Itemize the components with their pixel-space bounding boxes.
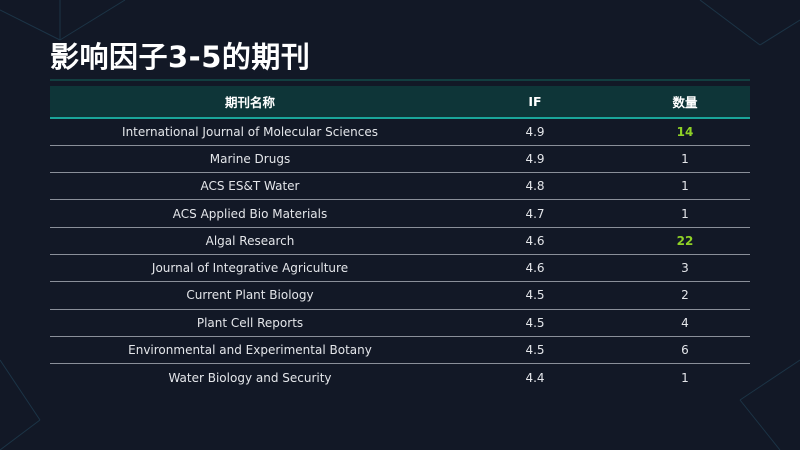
table-row: Current Plant Biology 4.5 2 <box>50 281 750 310</box>
journal-name-cell: Algal Research <box>50 227 450 255</box>
count-cell: 1 <box>681 370 689 385</box>
if-cell: 4.9 <box>450 118 620 146</box>
table-row: Algal Research 4.6 22 <box>50 227 750 255</box>
count-cell: 14 <box>620 118 750 146</box>
header-count: 数量 <box>620 86 750 119</box>
header-journal-name: 期刊名称 <box>50 86 450 119</box>
if-cell: 4.5 <box>450 336 620 365</box>
if-cell: 4.4 <box>525 370 545 385</box>
table-row: Marine Drugs 4.9 1 <box>50 145 750 174</box>
journal-name-cell: Environmental and Experimental Botany <box>50 336 450 365</box>
table-row: International Journal of Molecular Scien… <box>50 118 750 146</box>
table-header-row: 期刊名称 IF 数量 <box>50 86 750 119</box>
count-cell: 6 <box>620 336 750 365</box>
journal-name-cell: ACS Applied Bio Materials <box>50 199 450 228</box>
table-row: Plant Cell Reports 4.5 4 <box>50 309 750 337</box>
if-cell: 4.6 <box>450 227 620 255</box>
if-cell: 4.6 <box>450 254 620 283</box>
count-cell: 1 <box>620 172 750 201</box>
count-cell: 1 <box>620 199 750 228</box>
journal-name-cell: Current Plant Biology <box>50 281 450 310</box>
if-cell: 4.8 <box>450 172 620 201</box>
journal-name-cell: Water Biology and Security <box>168 370 332 385</box>
if-cell: 4.7 <box>450 199 620 228</box>
table-row: Water Biology and Security 4.4 1 <box>50 364 750 391</box>
journal-name-cell: Plant Cell Reports <box>50 309 450 337</box>
table-row: ACS ES&T Water 4.8 1 <box>50 172 750 201</box>
page-title: 影响因子3-5的期刊 <box>50 40 311 74</box>
table-row: Journal of Integrative Agriculture 4.6 3 <box>50 254 750 283</box>
count-cell: 22 <box>620 227 750 255</box>
journal-name-cell: International Journal of Molecular Scien… <box>50 118 450 146</box>
if-cell: 4.5 <box>450 309 620 337</box>
journal-table: 期刊名称 IF 数量 International Journal of Mole… <box>50 86 750 391</box>
journal-name-cell: Marine Drugs <box>50 145 450 174</box>
header-if: IF <box>450 86 620 119</box>
if-cell: 4.9 <box>450 145 620 174</box>
count-cell: 2 <box>620 281 750 310</box>
count-cell: 4 <box>620 309 750 337</box>
if-cell: 4.5 <box>450 281 620 310</box>
count-cell: 3 <box>620 254 750 283</box>
divider <box>50 79 750 81</box>
table-row: Environmental and Experimental Botany 4.5… <box>50 336 750 365</box>
journal-name-cell: Journal of Integrative Agriculture <box>50 254 450 283</box>
table-row: ACS Applied Bio Materials 4.7 1 <box>50 199 750 228</box>
count-cell: 1 <box>620 145 750 174</box>
journal-name-cell: ACS ES&T Water <box>50 172 450 201</box>
